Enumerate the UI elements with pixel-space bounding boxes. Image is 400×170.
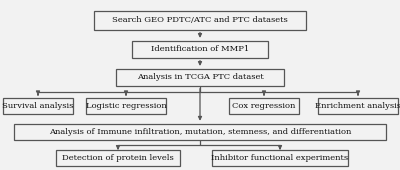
FancyBboxPatch shape (3, 98, 73, 114)
Text: Detection of protein levels: Detection of protein levels (62, 154, 174, 162)
Text: Search GEO PDTC/ATC and PTC datasets: Search GEO PDTC/ATC and PTC datasets (112, 16, 288, 24)
Text: Analysis in TCGA PTC dataset: Analysis in TCGA PTC dataset (137, 73, 263, 81)
FancyBboxPatch shape (212, 150, 348, 166)
Text: Inhibitor functional experiments: Inhibitor functional experiments (212, 154, 348, 162)
FancyBboxPatch shape (86, 98, 166, 114)
Text: Logistic regression: Logistic regression (86, 102, 166, 110)
FancyBboxPatch shape (116, 69, 284, 86)
Text: Identification of MMP1: Identification of MMP1 (151, 45, 249, 53)
Text: Survival analysis: Survival analysis (2, 102, 74, 110)
FancyBboxPatch shape (14, 124, 386, 140)
FancyBboxPatch shape (132, 41, 268, 58)
FancyBboxPatch shape (318, 98, 398, 114)
Text: Cox regression: Cox regression (232, 102, 296, 110)
Text: Enrichment analysis: Enrichment analysis (315, 102, 400, 110)
FancyBboxPatch shape (94, 11, 306, 30)
FancyBboxPatch shape (229, 98, 299, 114)
FancyBboxPatch shape (56, 150, 180, 166)
Text: Analysis of Immune infiltration, mutation, stemness, and differentiation: Analysis of Immune infiltration, mutatio… (49, 128, 351, 136)
